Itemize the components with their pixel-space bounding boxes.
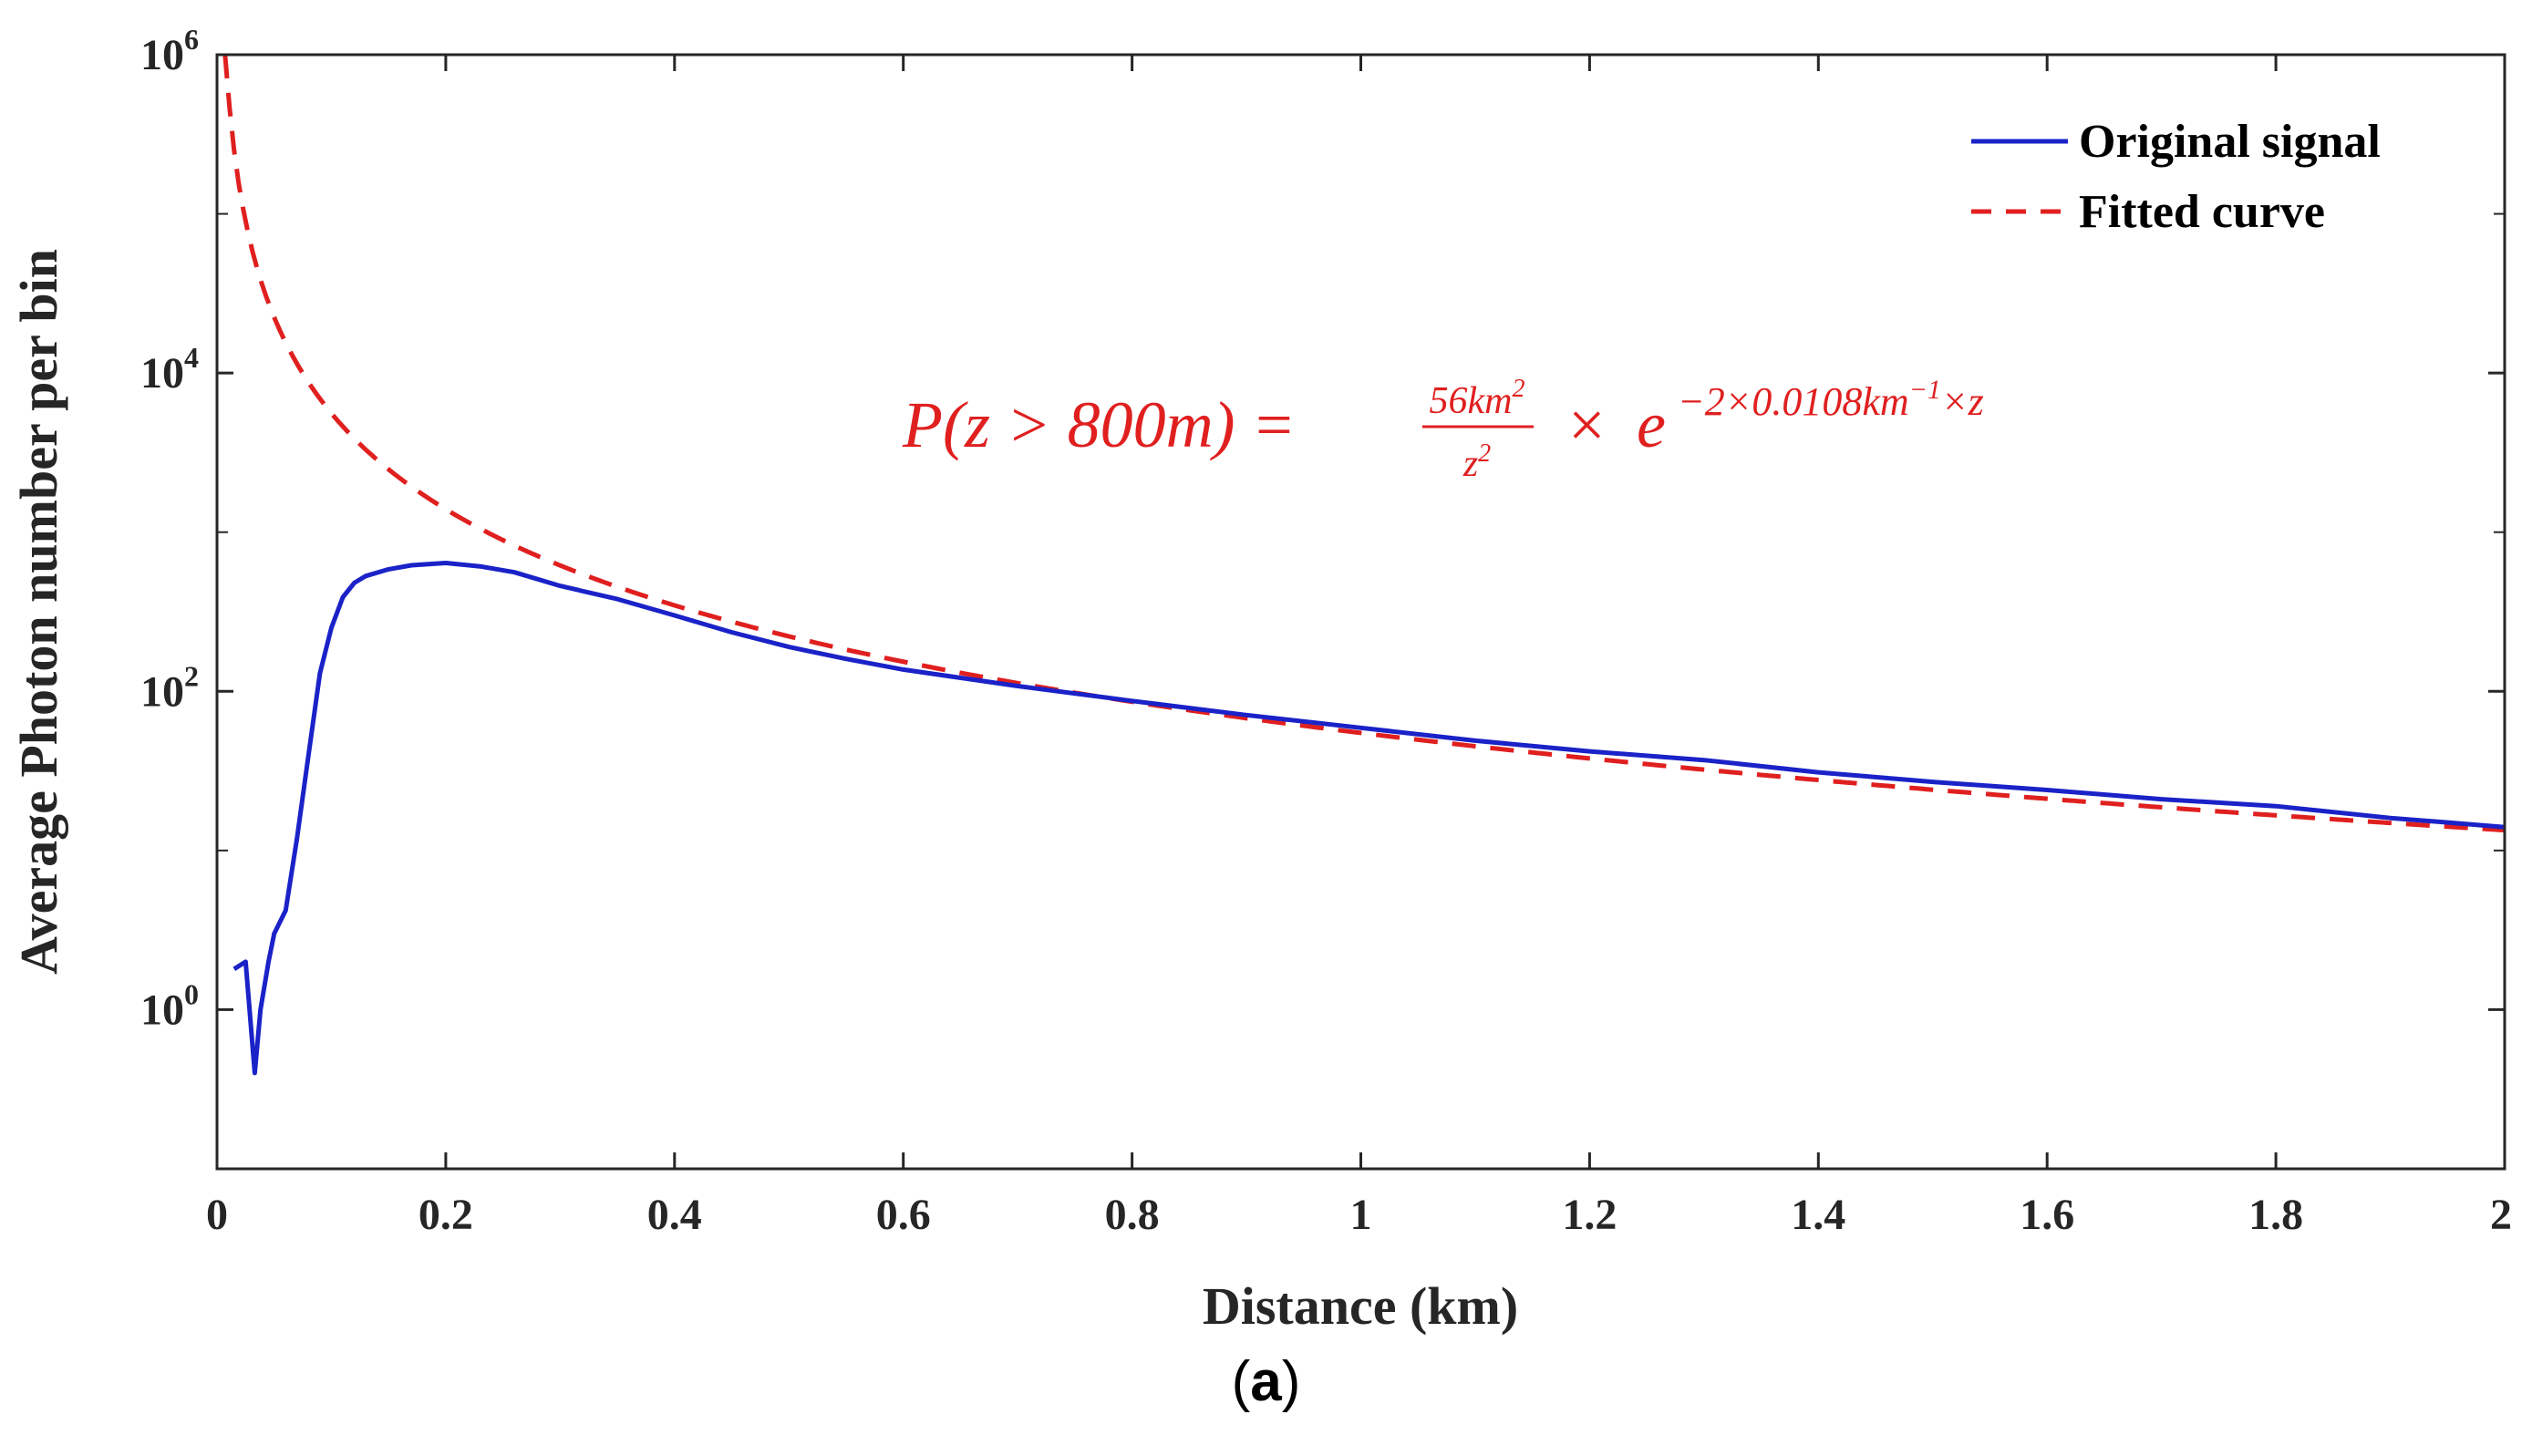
x-tick-label: 0.6 (876, 1191, 931, 1239)
fitted-curve-line (222, 54, 2504, 832)
x-tick-label: 2 (2490, 1191, 2512, 1239)
original-signal-line (233, 561, 2506, 1076)
panel-label: (a) (0, 1349, 2532, 1414)
y-axis-label: Average Photon number per bin (9, 249, 68, 975)
y-tick-base: 10 (140, 667, 184, 716)
x-tick-label: 1.2 (1562, 1191, 1617, 1239)
plot-background (217, 55, 2505, 1169)
x-tick-label: 0.8 (1105, 1191, 1160, 1239)
equation-lhs: P(z > 800m) = (902, 388, 1296, 461)
equation-numerator: 56km2 (1430, 375, 1525, 422)
x-tick-label: 1 (1350, 1191, 1372, 1239)
equation-exponent-sup: −1 (1909, 375, 1941, 405)
y-tick-label: 102 (140, 659, 199, 716)
equation-denominator-sup: 2 (1478, 439, 1491, 468)
x-tick-label: 0.2 (419, 1191, 473, 1239)
plot-frame (215, 53, 2506, 1171)
legend-label-original-signal: Original signal (2079, 116, 2381, 168)
equation-denominator: z2 (1462, 439, 1491, 485)
y-tick-label: 100 (140, 977, 199, 1034)
equation-times: × (1568, 388, 1606, 461)
equation-exponent: −2×0.0108km−1×z (1678, 375, 1984, 424)
x-axis: 0 0.2 0.4 0.6 0.8 1 1.2 1.4 1.6 1.8 2 (206, 55, 2512, 1239)
x-axis-label: Distance (km) (1203, 1276, 1518, 1336)
y-tick-exponent: 6 (184, 23, 199, 56)
equation-exponent-tail: ×z (1941, 379, 1984, 424)
equation-exp-base: e (1637, 388, 1666, 461)
panel-label-open: ( (1231, 1350, 1251, 1413)
y-tick-label: 104 (140, 341, 199, 398)
equation-exponent-body: −2×0.0108km (1678, 379, 1909, 424)
equation-numerator-sup: 2 (1512, 375, 1524, 403)
legend: Original signal Fitted curve (1971, 116, 2381, 238)
y-tick-base: 10 (140, 986, 184, 1034)
y-tick-base: 10 (140, 349, 184, 398)
y-tick-base: 10 (140, 31, 184, 79)
equation-denominator-base: z (1462, 443, 1478, 485)
legend-label-fitted-curve: Fitted curve (2079, 186, 2325, 238)
x-tick-label: 1.4 (1791, 1191, 1845, 1239)
y-tick-exponent: 0 (184, 977, 199, 1010)
x-tick-label: 0 (206, 1191, 228, 1239)
equation-numerator-base: 56km (1430, 380, 1513, 422)
x-tick-label: 1.8 (2248, 1191, 2303, 1239)
x-tick-label: 1.6 (2020, 1191, 2074, 1239)
y-tick-label: 106 (140, 23, 199, 79)
fit-equation: P(z > 800m) = 56km2 z2 × e −2×0.0108km−1… (902, 375, 1984, 485)
panel-label-close: ) (1281, 1350, 1301, 1413)
y-tick-exponent: 4 (184, 341, 199, 374)
panel-label-letter: a (1250, 1350, 1282, 1413)
y-tick-exponent: 2 (184, 659, 199, 692)
series-layer (222, 54, 2506, 1076)
x-tick-label: 0.4 (647, 1191, 702, 1239)
